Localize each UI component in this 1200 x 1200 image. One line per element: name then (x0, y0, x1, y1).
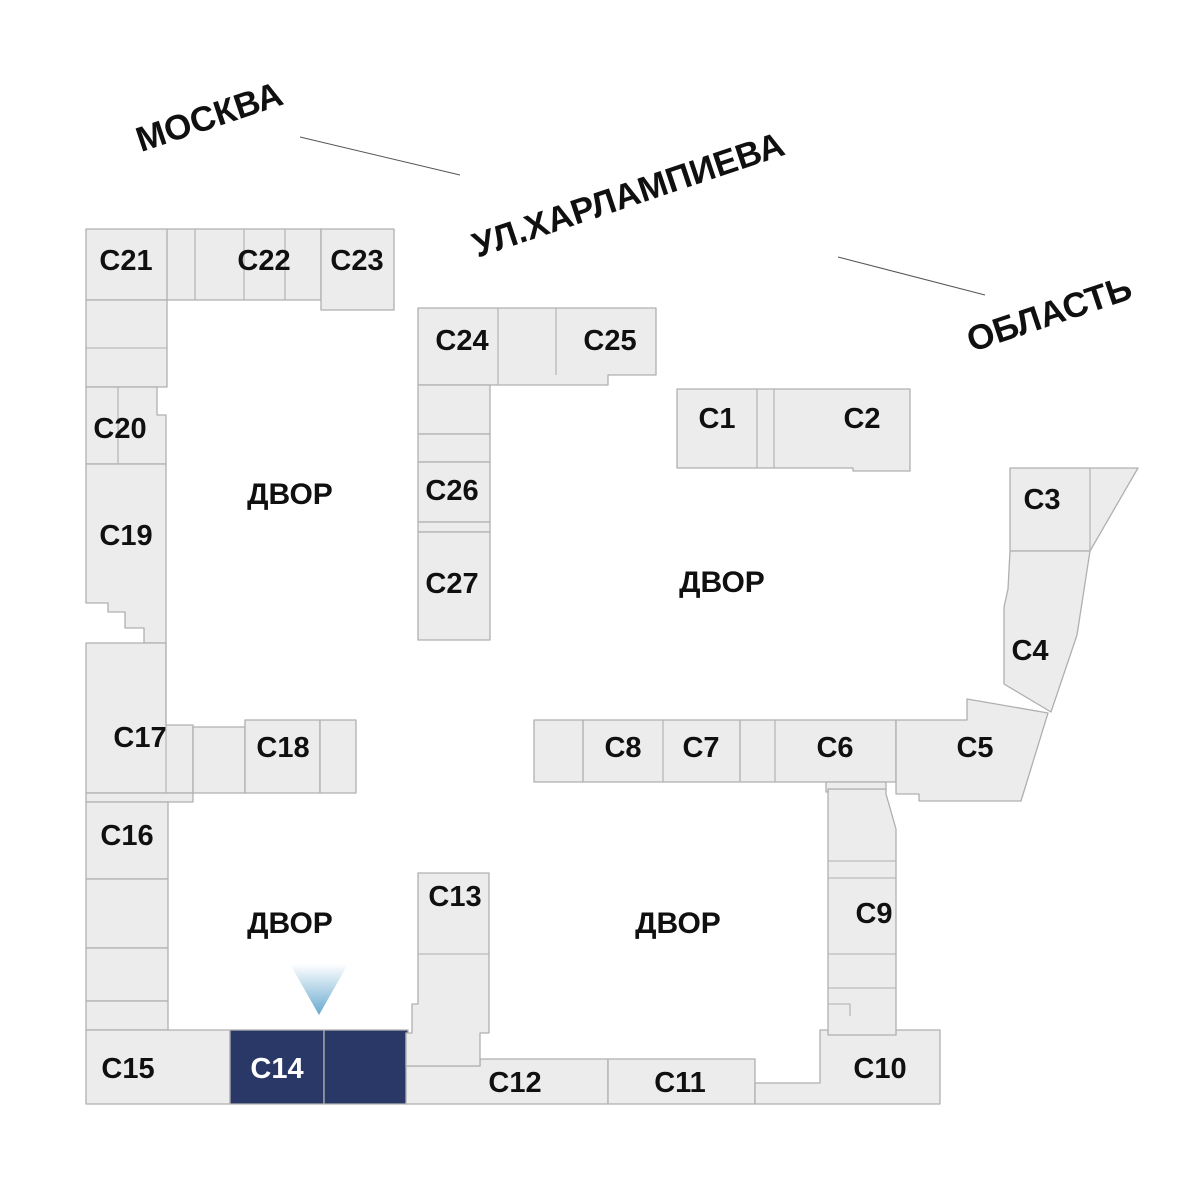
svg-text:C5: C5 (956, 732, 993, 764)
svg-text:C9: C9 (855, 898, 892, 930)
svg-text:C18: C18 (256, 732, 309, 764)
svg-text:C27: C27 (425, 568, 478, 600)
svg-text:C15: C15 (101, 1053, 154, 1085)
svg-text:C8: C8 (604, 732, 641, 764)
svg-text:C3: C3 (1023, 484, 1060, 516)
svg-text:ДВОР: ДВОР (247, 478, 333, 511)
svg-text:C7: C7 (682, 732, 719, 764)
svg-text:C26: C26 (425, 475, 478, 507)
svg-text:C6: C6 (816, 732, 853, 764)
svg-text:C1: C1 (698, 403, 735, 435)
svg-text:C10: C10 (853, 1053, 906, 1085)
svg-text:C22: C22 (237, 245, 290, 277)
svg-text:C25: C25 (583, 325, 636, 357)
svg-text:C12: C12 (488, 1067, 541, 1099)
svg-text:C20: C20 (93, 413, 146, 445)
svg-text:C24: C24 (435, 325, 488, 357)
svg-text:ДВОР: ДВОР (247, 907, 333, 940)
svg-text:C19: C19 (99, 520, 152, 552)
svg-text:C11: C11 (654, 1067, 706, 1099)
svg-text:ДВОР: ДВОР (679, 566, 765, 599)
svg-text:C16: C16 (100, 820, 153, 852)
svg-text:C4: C4 (1011, 635, 1048, 667)
svg-text:C13: C13 (428, 881, 481, 913)
svg-text:C23: C23 (330, 245, 383, 277)
svg-text:C17: C17 (113, 722, 166, 754)
svg-text:C21: C21 (99, 245, 152, 277)
svg-text:ДВОР: ДВОР (635, 907, 721, 940)
svg-text:C14: C14 (250, 1053, 303, 1085)
svg-text:C2: C2 (843, 403, 880, 435)
